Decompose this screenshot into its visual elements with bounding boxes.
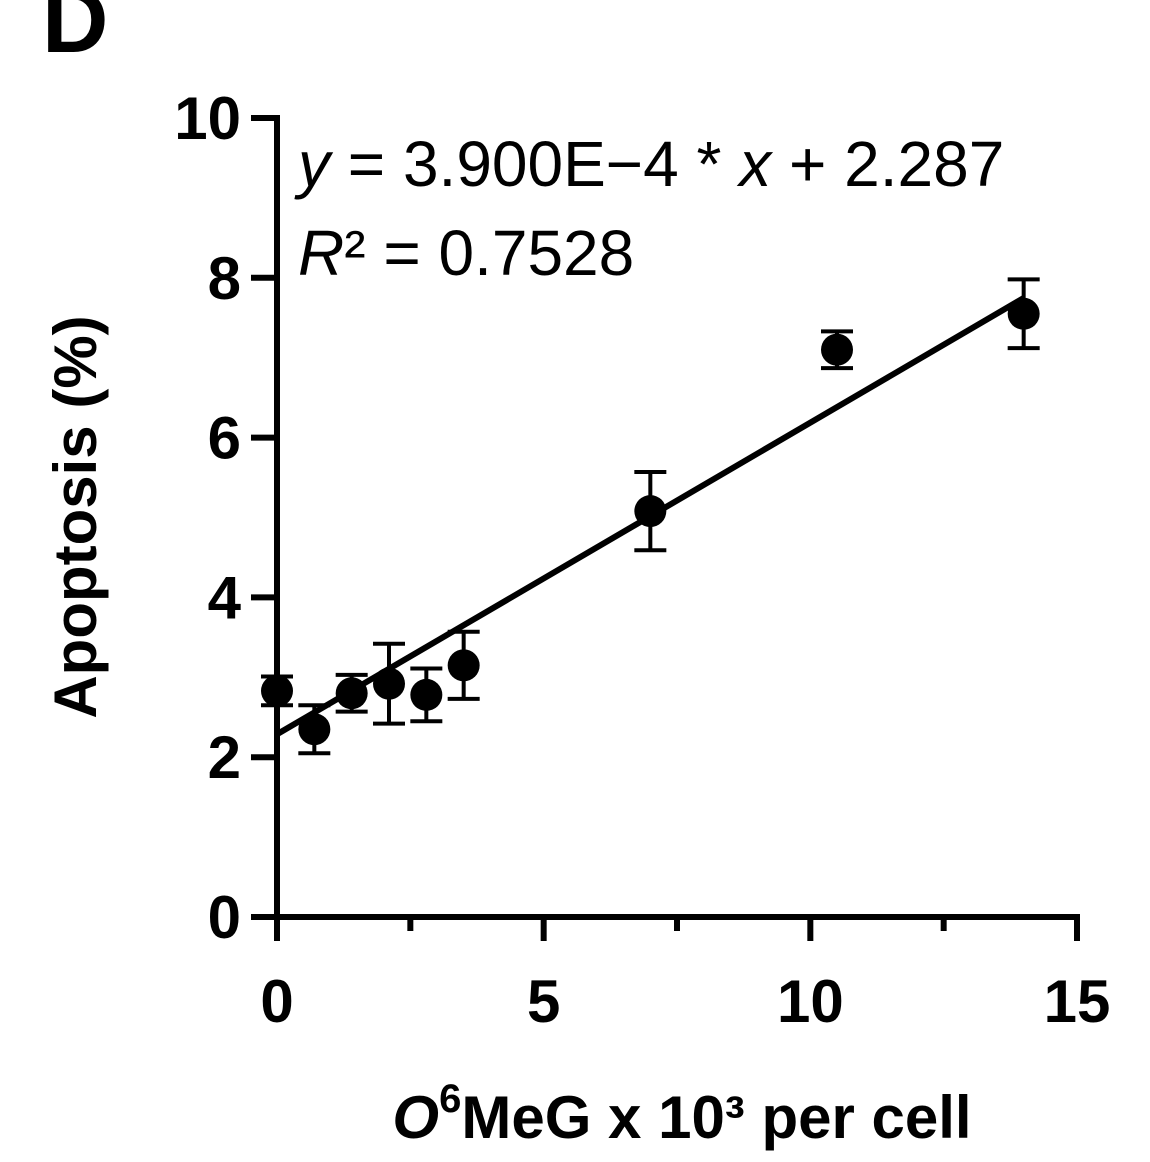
- data-points: [261, 277, 1040, 756]
- x-axis-label-rest: MeG x 10³ per cell: [461, 1084, 971, 1151]
- data-point: [1007, 297, 1040, 330]
- r-squared-value: ² = 0.7528: [344, 217, 634, 289]
- data-point-group: [410, 666, 443, 724]
- x-axis-label: O6MeG x 10³ per cell: [392, 1077, 971, 1151]
- equation-y-var: y: [294, 128, 334, 200]
- x-tick-label: 0: [260, 968, 293, 1035]
- data-point-group: [335, 672, 368, 714]
- data-point-group: [447, 629, 480, 701]
- y-axis-label: Apoptosis (%): [42, 315, 109, 718]
- data-point-group: [298, 703, 331, 756]
- data-point-group: [261, 674, 293, 708]
- data-point: [261, 674, 293, 707]
- data-point: [335, 677, 368, 710]
- y-tick-label: 2: [208, 724, 241, 791]
- data-point: [410, 678, 443, 711]
- y-tick-label: 6: [208, 405, 241, 472]
- axes: 0 2 4 6 8 10 0 5 10 15: [174, 85, 1110, 1035]
- data-point-group: [821, 329, 853, 371]
- data-point: [634, 495, 667, 528]
- data-point-group: [1007, 277, 1040, 351]
- x-tick-label: 5: [527, 968, 560, 1035]
- y-tick-label: 8: [208, 245, 241, 312]
- equation-middle: = 3.900E−4 *: [330, 128, 739, 200]
- y-tick-label: 0: [208, 884, 241, 951]
- x-tick-label: 10: [777, 968, 844, 1035]
- data-point: [821, 333, 853, 366]
- data-point: [373, 667, 405, 700]
- data-point-group: [373, 641, 405, 726]
- regression-equation: y = 3.900E−4 * x + 2.287: [294, 128, 1004, 200]
- panel-label: D: [42, 0, 108, 72]
- equation-end: + 2.287: [771, 128, 1004, 200]
- data-point-group: [634, 469, 667, 553]
- data-point: [447, 649, 480, 682]
- r-squared: R² = 0.7528: [298, 217, 634, 289]
- x-axis-label-sup: 6: [439, 1077, 461, 1121]
- equation-x-var: x: [736, 128, 773, 200]
- y-tick-label: 10: [174, 85, 241, 152]
- data-point: [298, 713, 331, 746]
- r-squared-var: R: [298, 217, 344, 289]
- x-axis-label-italic: O: [392, 1084, 439, 1151]
- x-tick-label: 15: [1044, 968, 1111, 1035]
- y-tick-label: 4: [208, 564, 242, 631]
